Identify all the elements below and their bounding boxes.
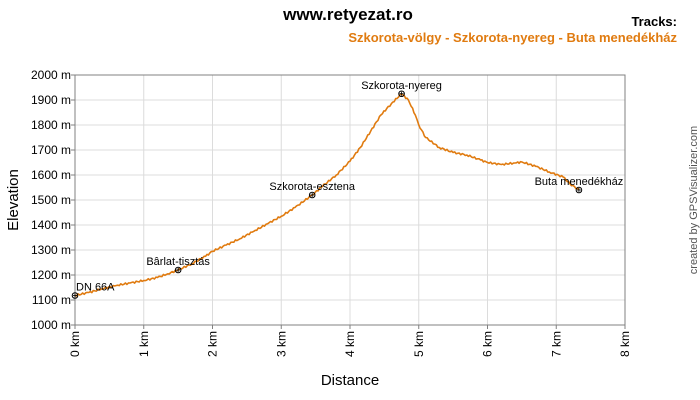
waypoint-marker: Bârlat-tisztás	[146, 256, 210, 274]
x-tick-label: 5 km	[412, 331, 426, 357]
y-tick-label: 1100 m	[32, 293, 71, 307]
y-tick-label: 1500 m	[31, 193, 71, 207]
waypoint-label: Szkorota-nyereg	[361, 80, 442, 92]
waypoint-dot	[398, 90, 405, 98]
y-tick-label: 1400 m	[31, 218, 71, 232]
waypoint-marker: Szkorota-esztena	[269, 181, 356, 199]
y-axis-title: Elevation	[5, 169, 22, 231]
x-tick-label: 6 km	[481, 331, 495, 357]
waypoint-label: Szkorota-esztena	[269, 181, 355, 193]
waypoints: DN 66A Bârlat-tisztás Szkorota-esztena Szko…	[71, 80, 624, 299]
x-tick-label: 7 km	[549, 331, 563, 357]
waypoint-dot	[308, 191, 316, 199]
credit-label: created by GPSVisualizer.com	[688, 126, 700, 274]
waypoint-dot	[575, 186, 583, 194]
y-tick-label: 1000 m	[31, 318, 71, 332]
waypoint-dot	[174, 266, 182, 274]
waypoint-label: Bârlat-tisztás	[146, 256, 210, 268]
x-tick-label: 8 km	[618, 331, 632, 357]
waypoint-marker: DN 66A	[71, 282, 115, 299]
waypoint-marker: Szkorota-nyereg	[361, 80, 442, 98]
y-tick-label: 1300 m	[31, 243, 71, 257]
waypoint-label: Buta menedékház	[535, 176, 624, 188]
x-tick-label: 2 km	[206, 331, 220, 357]
y-tick-label: 1600 m	[31, 168, 71, 182]
track-name: Szkorota-völgy - Szkorota-nyereg - Buta …	[348, 30, 677, 45]
axes: 1000 m 1100 m 1200 m 1300 m 1400 m 1500 m 1600…	[31, 68, 632, 357]
x-tick-label: 1 km	[137, 331, 151, 357]
site-title: www.retyezat.ro	[282, 5, 413, 24]
series-lines	[74, 93, 580, 297]
waypoint-label: DN 66A	[76, 282, 115, 294]
x-tick-label: 4 km	[343, 331, 357, 357]
waypoint-dot	[71, 292, 79, 299]
y-tick-label: 2000 m	[31, 68, 71, 82]
x-axis-title: Distance	[321, 372, 379, 389]
x-tick-label: 0 km	[68, 331, 82, 357]
y-tick-label: 1200 m	[31, 268, 71, 282]
tracks-label: Tracks:	[631, 14, 677, 29]
plot-frame	[74, 74, 626, 326]
y-tick-label: 1800 m	[31, 118, 71, 132]
x-tick-label: 3 km	[274, 331, 288, 357]
elevation-series-line	[74, 93, 580, 297]
y-tick-label: 1900 m	[31, 93, 71, 107]
waypoint-marker: Buta menedékház	[535, 176, 624, 194]
y-tick-label: 1700 m	[31, 143, 71, 157]
